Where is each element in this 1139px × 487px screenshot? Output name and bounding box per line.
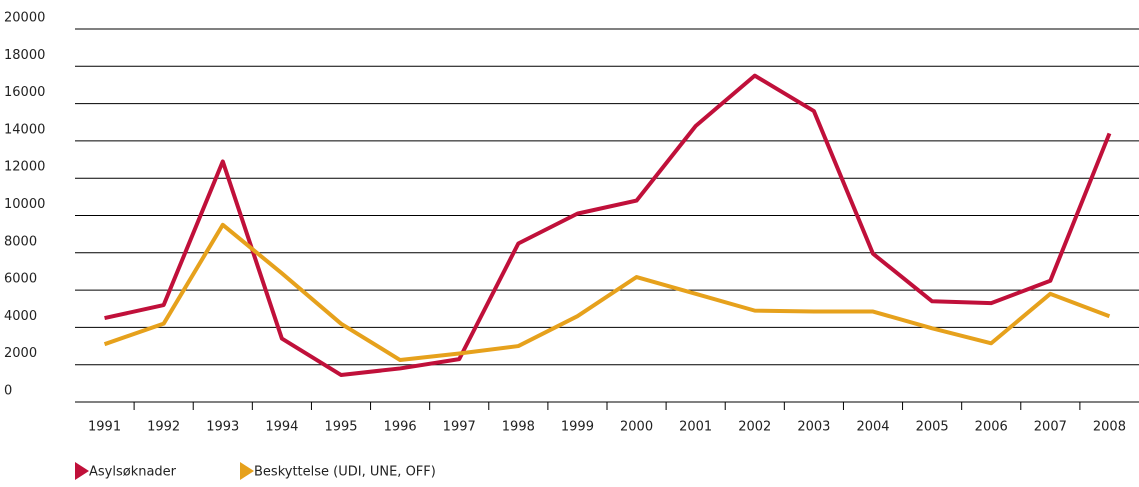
x-tick-label: 2003 — [797, 420, 830, 435]
y-tick-label: 4000 — [4, 309, 37, 324]
y-tick-label: 0 — [4, 384, 12, 399]
x-tick-label: 2002 — [738, 420, 771, 435]
series-line — [103, 222, 1111, 363]
y-tick-label: 10000 — [4, 197, 45, 212]
y-tick-label: 6000 — [4, 272, 37, 287]
y-tick-label: 20000 — [4, 11, 45, 26]
x-tick-label: 2000 — [620, 420, 653, 435]
x-tick-label: 2004 — [856, 420, 889, 435]
x-tick-label: 1994 — [265, 420, 298, 435]
x-tick-label: 1993 — [206, 420, 239, 435]
x-tick-label: 2008 — [1093, 420, 1126, 435]
y-tick-label: 2000 — [4, 346, 37, 361]
x-tick-label: 2001 — [679, 420, 712, 435]
x-tick-label: 1998 — [502, 420, 535, 435]
legend-marker — [75, 462, 89, 480]
y-tick-label: 16000 — [4, 85, 45, 100]
x-tick-label: 2006 — [975, 420, 1008, 435]
y-tick-label: 12000 — [4, 160, 45, 175]
y-tick-label: 8000 — [4, 234, 37, 249]
legend-label: Beskyttelse (UDI, UNE, OFF) — [254, 465, 436, 480]
x-tick-label: 1997 — [443, 420, 476, 435]
y-tick-label: 14000 — [4, 122, 45, 137]
x-tick-label: 1996 — [384, 420, 417, 435]
x-tick-label: 1999 — [561, 420, 594, 435]
series-line — [104, 73, 1112, 377]
x-tick-label: 2007 — [1034, 420, 1067, 435]
legend-marker — [240, 462, 254, 480]
x-tick-label: 2005 — [916, 420, 949, 435]
legend-label: Asylsøknader — [89, 465, 177, 480]
x-tick-label: 1992 — [147, 420, 180, 435]
x-tick-label: 1991 — [88, 420, 121, 435]
y-tick-label: 18000 — [4, 48, 45, 63]
x-tick-label: 1995 — [324, 420, 357, 435]
